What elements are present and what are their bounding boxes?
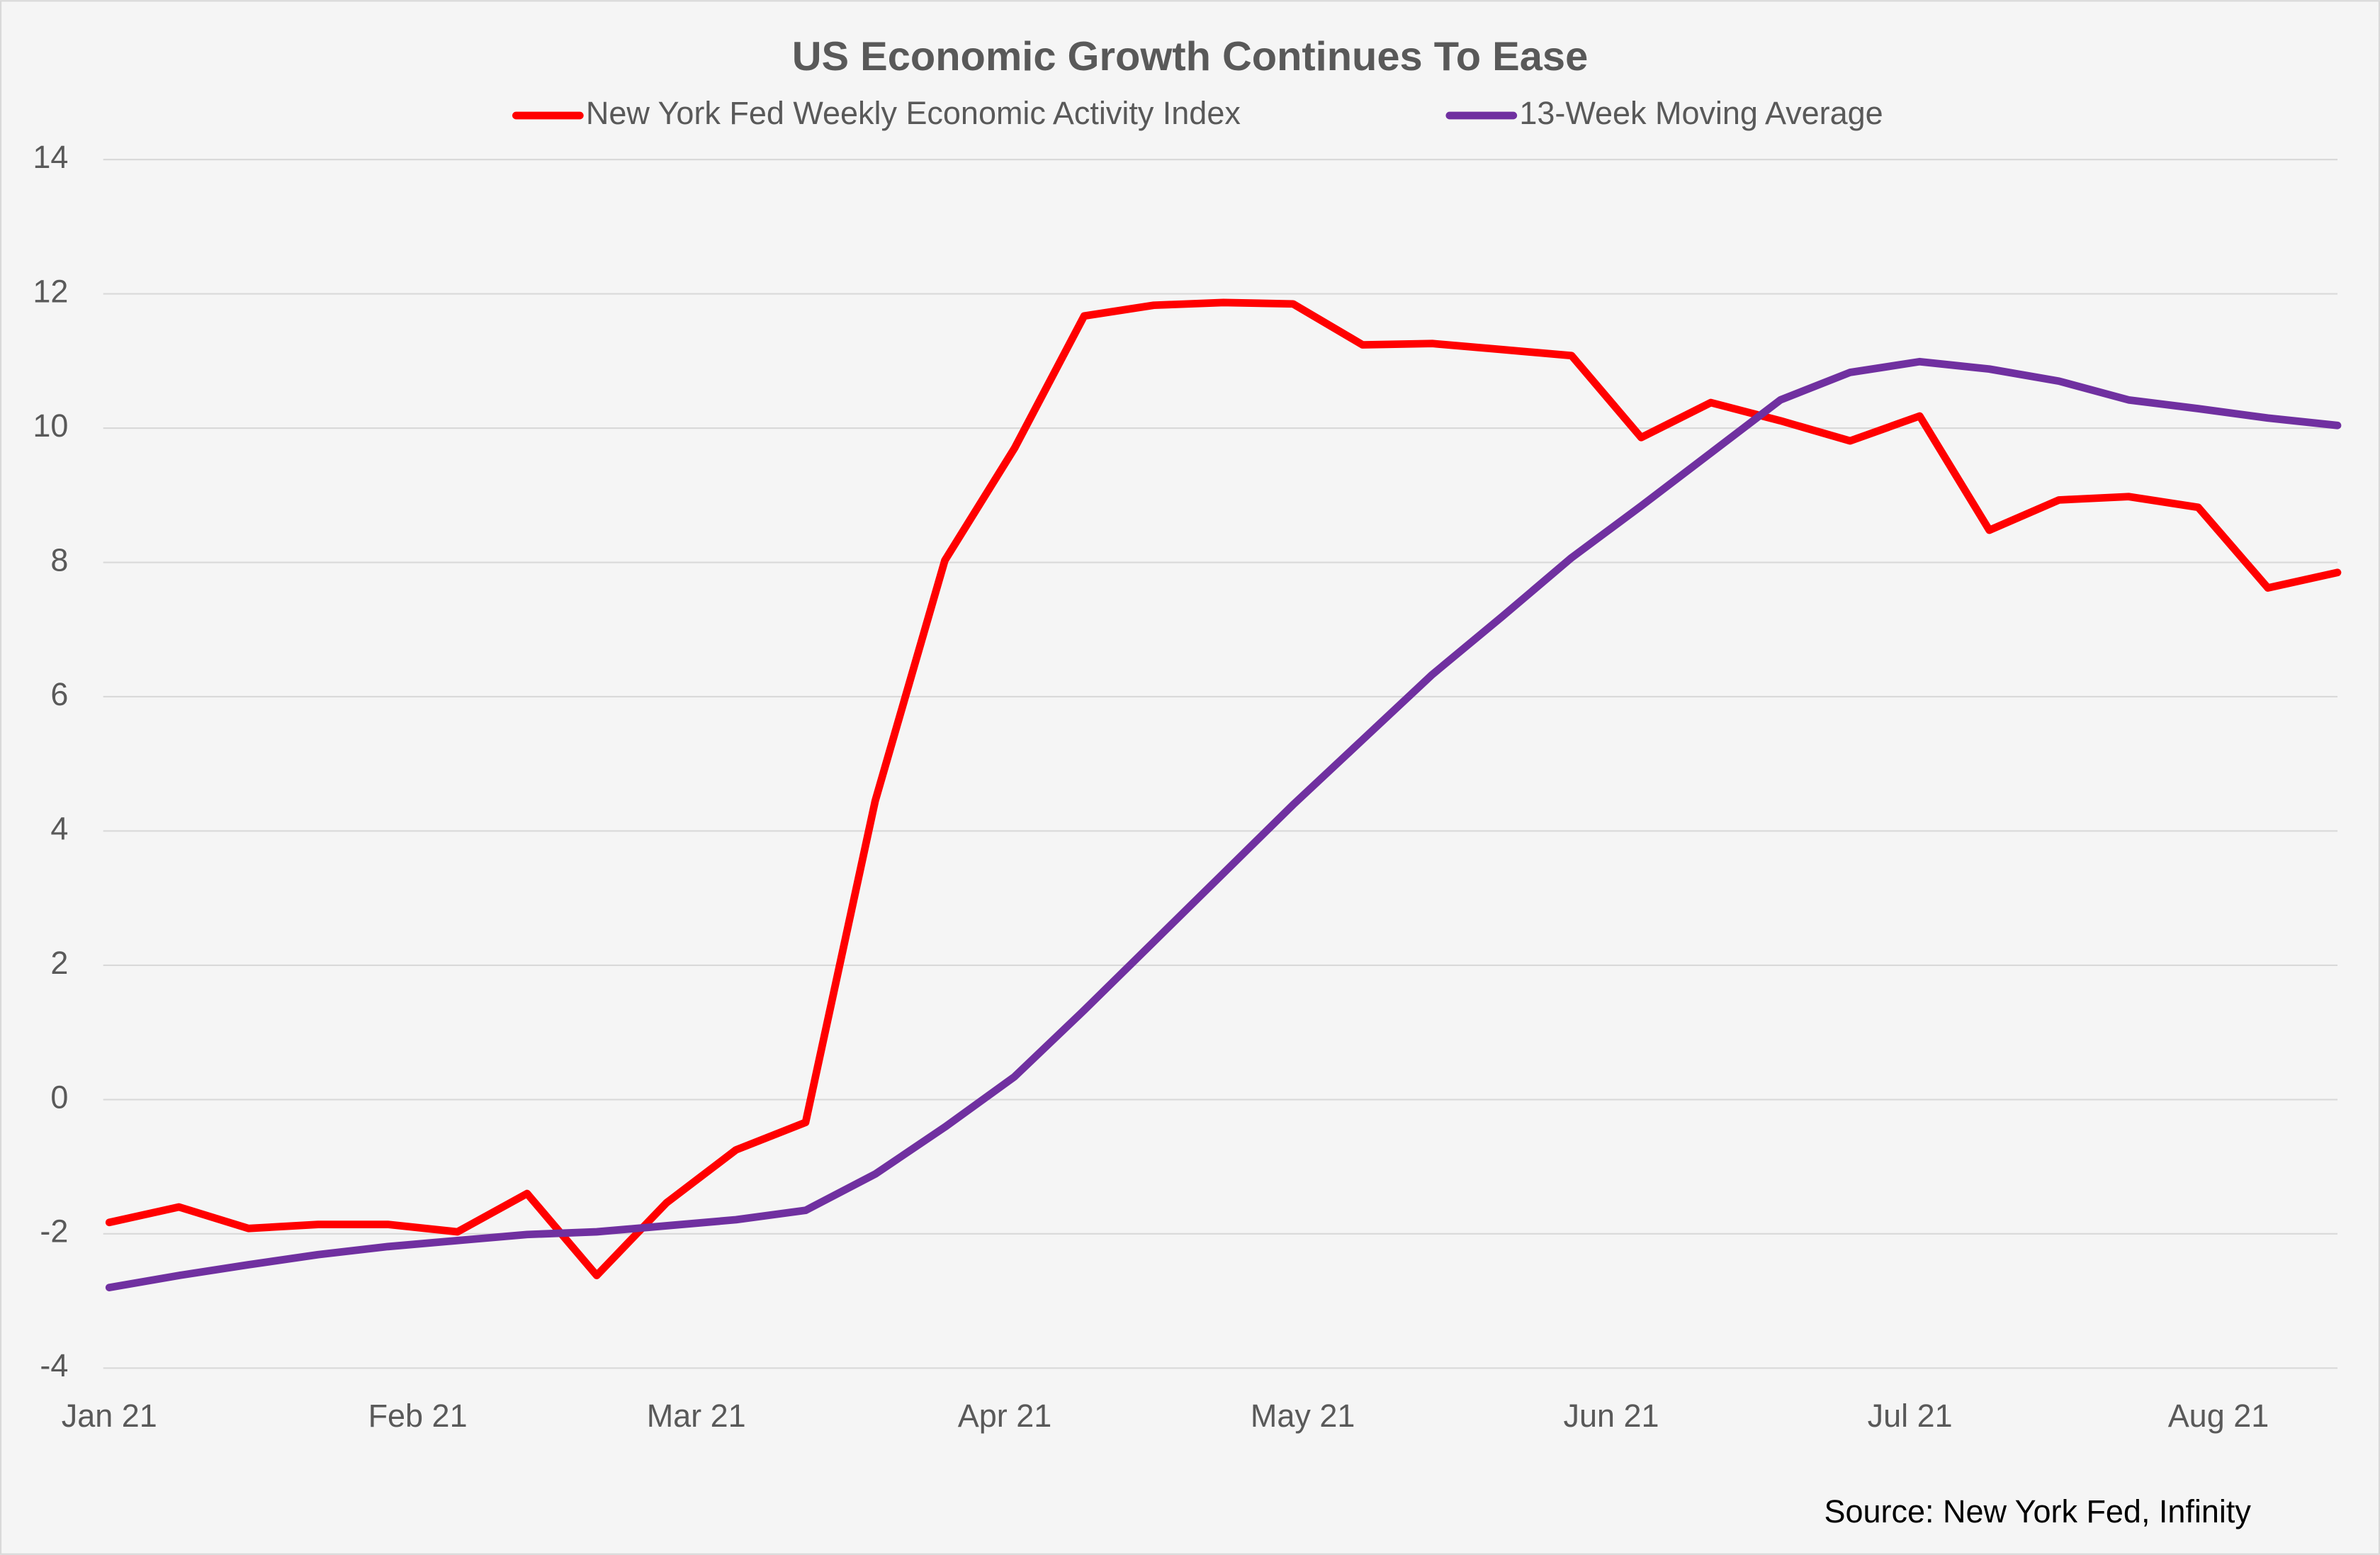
y-tick-label: 10	[33, 408, 68, 444]
y-tick-label: 6	[50, 676, 68, 712]
chart-title: US Economic Growth Continues To Ease	[792, 34, 1589, 79]
legend-label: New York Fed Weekly Economic Activity In…	[586, 95, 1241, 131]
x-tick-label: Jul 21	[1868, 1398, 1953, 1434]
x-tick-label: May 21	[1251, 1398, 1355, 1434]
y-tick-label: -4	[40, 1347, 68, 1383]
data-line	[105, 357, 2342, 1291]
x-tick-label: Aug 21	[2168, 1398, 2269, 1434]
y-tick-label: 14	[33, 139, 68, 175]
x-tick-label: Jun 21	[1564, 1398, 1659, 1434]
y-tick-label: 8	[50, 541, 68, 578]
y-tick-label: -2	[40, 1213, 68, 1250]
data-line	[105, 298, 2342, 1279]
source-note: Source: New York Fed, Infinity	[1825, 1493, 2252, 1529]
x-tick-label: Feb 21	[368, 1398, 468, 1434]
x-tick-label: Mar 21	[647, 1398, 746, 1434]
y-tick-label: 4	[50, 810, 68, 846]
x-tick-label: Apr 21	[958, 1398, 1052, 1434]
y-tick-label: 2	[50, 945, 68, 981]
legend-label: 13-Week Moving Average	[1519, 95, 1883, 131]
y-tick-label: 0	[50, 1079, 68, 1115]
y-tick-label: 12	[33, 273, 68, 309]
x-tick-label: Jan 21	[62, 1398, 157, 1434]
